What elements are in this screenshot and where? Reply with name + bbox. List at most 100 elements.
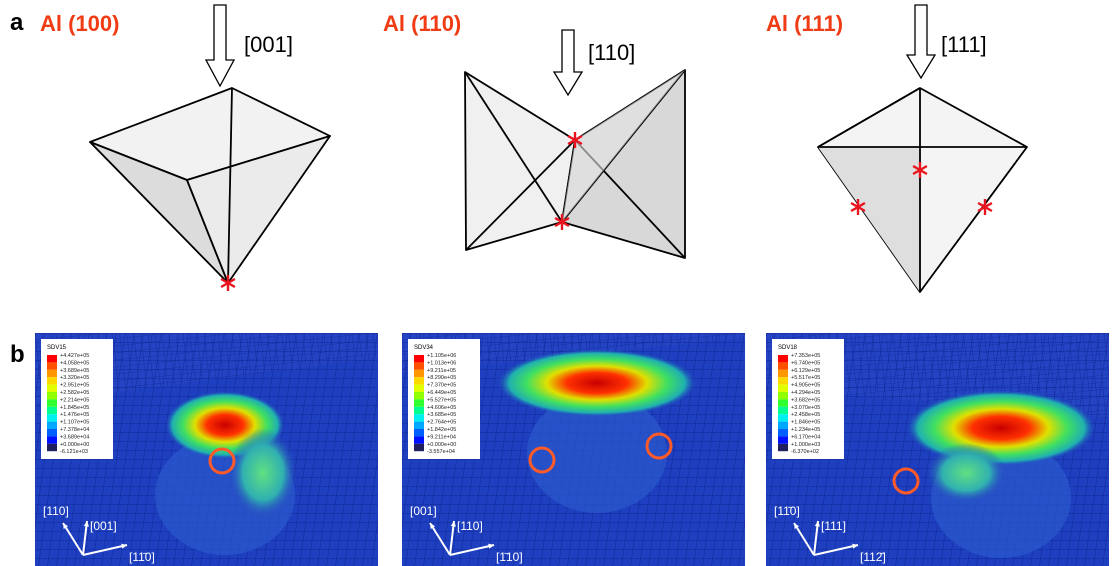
axis-label: [1̄10] — [496, 550, 523, 564]
legend-value: +9.211e+05 — [427, 368, 456, 374]
legend-value: +1.013e+06 — [427, 360, 456, 366]
legend-value: +4.294e+05 — [791, 390, 820, 396]
legend-swatch — [414, 414, 424, 421]
legend-value: +5.517e+05 — [791, 375, 820, 381]
legend-swatch — [47, 444, 57, 451]
legend-swatch — [778, 362, 788, 369]
legend-swatch — [414, 355, 424, 362]
axis-label: [110] — [43, 504, 69, 518]
legend-swatch — [414, 385, 424, 392]
axis-label: [110] — [457, 519, 483, 533]
legend-value: +1.476e+05 — [60, 412, 89, 418]
legend-swatch — [414, 392, 424, 399]
legend-value: +3.685e+05 — [427, 412, 456, 418]
legend-swatch — [778, 399, 788, 406]
simulation-panel: SDV34 +1.105e+06+1.013e+06 +9.211e+05+8.29… — [402, 333, 745, 566]
legend-value: +8.290e+05 — [427, 375, 456, 381]
legend-value: +4.058e+05 — [60, 360, 89, 366]
legend-swatch — [47, 414, 57, 421]
legend-value: +0.000e+00 — [427, 442, 456, 448]
stress-blob — [497, 349, 697, 417]
legend-swatch — [414, 429, 424, 436]
legend-value: +4.427e+05 — [60, 353, 89, 359]
legend-value: +2.458e+05 — [791, 412, 820, 418]
legend-value: +7.370e+05 — [427, 383, 456, 389]
legend-value: -6.121e+03 — [60, 449, 88, 455]
legend-swatch — [47, 429, 57, 436]
legend-value: +7.378e+04 — [60, 427, 89, 433]
legend-swatch — [778, 422, 788, 429]
panel-title: Al (111) — [766, 11, 843, 36]
pyramid-110 — [465, 70, 685, 258]
legend-value: +3.689e+04 — [60, 434, 89, 440]
legend-swatch — [47, 422, 57, 429]
legend-swatch — [778, 414, 788, 421]
legend-value: +9.211e+04 — [427, 434, 456, 440]
legend-value: +1.105e+06 — [427, 353, 456, 359]
direction-label: [110] — [588, 40, 635, 65]
legend-swatch — [778, 444, 788, 451]
legend-swatch — [778, 436, 788, 443]
legend-swatch — [778, 370, 788, 377]
simulation-panel: SDV18+7.353e+05+6.740e+05+6.129e+05+5.51… — [766, 333, 1109, 566]
legend-swatch — [47, 436, 57, 443]
legend-value: +6.449e+05 — [427, 390, 456, 396]
legend-swatch — [47, 377, 57, 384]
legend-value: +3.689e+05 — [60, 368, 89, 374]
legend-swatch — [47, 370, 57, 377]
panel-title: Al (110) — [383, 11, 461, 36]
legend-value: +3.682e+05 — [791, 397, 820, 403]
legend-swatch — [778, 429, 788, 436]
legend-value: +2.764e+05 — [427, 420, 456, 426]
legend-value: -6.370e+02 — [791, 449, 819, 455]
legend-swatch — [414, 444, 424, 451]
axis-label: [112̄] — [860, 550, 886, 564]
legend-value: +3.070e+05 — [791, 405, 820, 411]
legend-value: +7.353e+05 — [791, 353, 820, 359]
axis-label: [001] — [90, 519, 117, 533]
legend-swatch — [414, 377, 424, 384]
simulation-panel: SDV15 +4.427e+05+4.058e+05 +3.689e+05+3.32… — [35, 333, 378, 566]
legend-value: +1.845e+05 — [60, 405, 89, 411]
legend-value: +2.582e+05 — [60, 390, 89, 396]
legend-swatch — [778, 392, 788, 399]
legend-value: +3.320e+05 — [60, 375, 89, 381]
legend-value: +1.234e+05 — [791, 427, 820, 433]
legend-swatch — [778, 377, 788, 384]
axis-label: [11̄0] — [129, 550, 155, 564]
legend-swatch — [414, 370, 424, 377]
legend-value: +4.606e+05 — [427, 405, 456, 411]
legend-swatch — [778, 385, 788, 392]
legend-value: +6.740e+05 — [791, 360, 820, 366]
legend-value: +6.170e+04 — [791, 434, 820, 440]
panel-label: a — [10, 9, 24, 36]
legend-swatch — [47, 392, 57, 399]
legend-title: SDV15 — [47, 345, 67, 351]
panel-title: Al (100) — [40, 11, 119, 36]
legend-value: +1.000e+03 — [791, 442, 820, 448]
legend-value: -3.557e+04 — [427, 449, 455, 455]
legend-value: +1.846e+05 — [791, 420, 820, 426]
legend-title: SDV34 — [414, 345, 434, 351]
legend-swatch — [778, 355, 788, 362]
legend-value: +1.842e+05 — [427, 427, 456, 433]
arrow — [554, 30, 582, 95]
arrow — [206, 5, 234, 86]
legend-title: SDV18 — [778, 345, 798, 351]
legend-value: +0.000e+00 — [60, 442, 89, 448]
legend-swatch — [47, 355, 57, 362]
panel-label: b — [10, 341, 25, 368]
legend-swatch — [414, 436, 424, 443]
legend-swatch — [778, 407, 788, 414]
legend-swatch — [47, 385, 57, 392]
legend-value: +4.905e+05 — [791, 383, 820, 389]
legend-swatch — [47, 407, 57, 414]
stress-blob — [229, 428, 297, 518]
legend-swatch — [414, 362, 424, 369]
arrow — [907, 5, 935, 78]
direction-label: [001] — [244, 32, 293, 57]
legend-value: +5.527e+05 — [427, 397, 456, 403]
direction-label: [111] — [941, 32, 987, 57]
legend-value: +1.107e+05 — [60, 420, 89, 426]
axis-label: [111] — [821, 519, 846, 533]
